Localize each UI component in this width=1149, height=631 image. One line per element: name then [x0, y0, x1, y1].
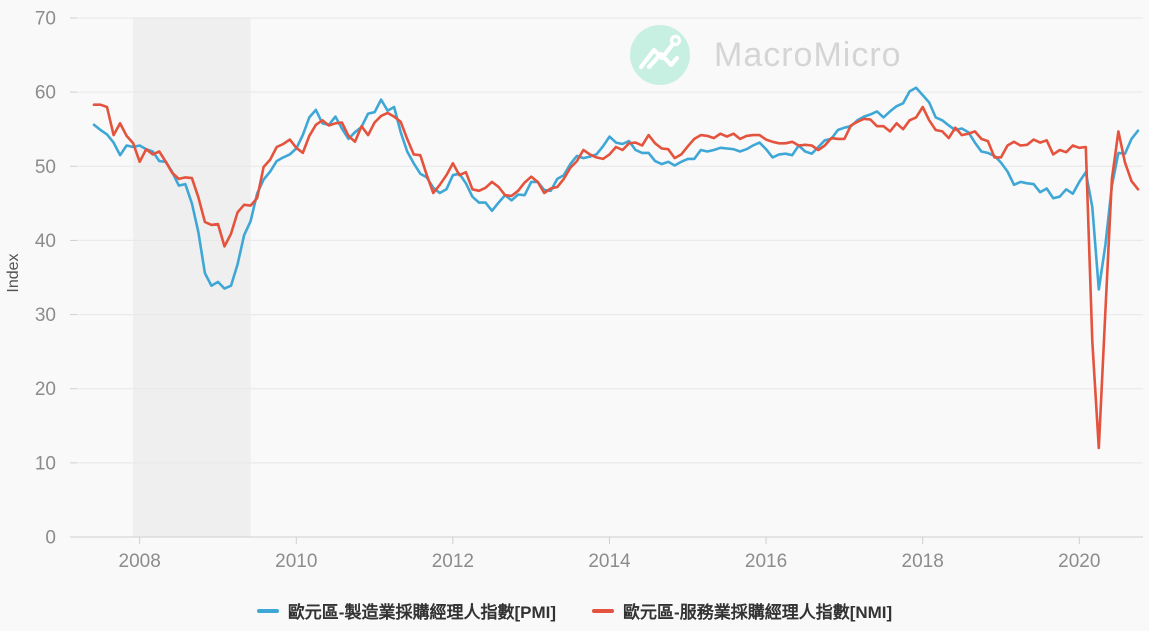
legend-item-nmi[interactable]: 歐元區-服務業採購經理人指數[NMI] — [592, 598, 892, 623]
nmi-series-line — [92, 103, 1140, 450]
x-tick-label: 2012 — [432, 551, 474, 572]
y-tick-label: 0 — [45, 528, 56, 549]
pmi-line-swatch — [256, 608, 279, 613]
y-tick-label: 60 — [35, 83, 56, 104]
nmi-legend-label: 歐元區-服務業採購經理人指數[NMI] — [623, 603, 893, 622]
y-tick-label: 30 — [35, 305, 56, 326]
y-tick-label: 40 — [35, 231, 56, 252]
pmi-series-line — [92, 86, 1140, 291]
y-tick-label: 50 — [35, 157, 56, 178]
x-tick-label: 2014 — [588, 551, 631, 572]
x-tick-label: 2008 — [119, 551, 161, 572]
nmi-line-swatch — [592, 608, 615, 613]
y-axis-title: Index — [5, 253, 22, 293]
legend-item-pmi[interactable]: 歐元區-製造業採購經理人指數[PMI] — [256, 598, 557, 623]
x-tick-label: 2018 — [902, 551, 944, 572]
y-tick-label: 70 — [35, 9, 56, 30]
x-tick-label: 2010 — [275, 551, 317, 572]
y-tick-label: 10 — [35, 453, 56, 474]
legend: 歐元區-製造業採購經理人指數[PMI] 歐元區-服務業採購經理人指數[NMI] — [0, 598, 1149, 623]
pmi-legend-label: 歐元區-製造業採購經理人指數[PMI] — [287, 603, 557, 622]
recession-band — [133, 18, 251, 537]
x-tick-label: 2020 — [1058, 551, 1100, 572]
y-tick-label: 20 — [35, 379, 56, 400]
x-tick-label: 2016 — [745, 551, 787, 572]
